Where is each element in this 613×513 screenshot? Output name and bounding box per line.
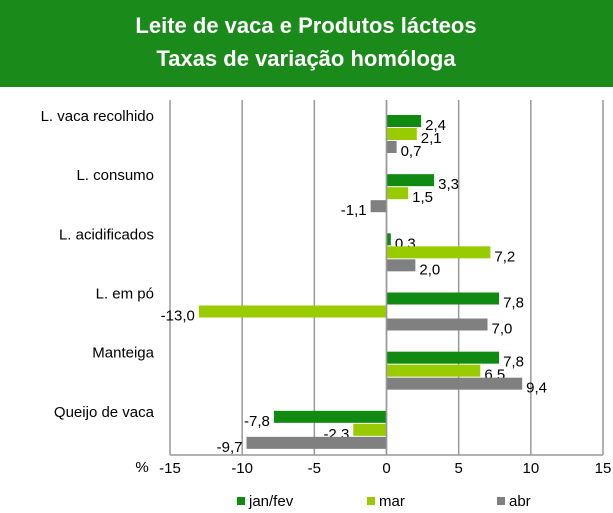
legend-label: abr [509,493,531,510]
bar [386,174,435,187]
legend-label: jan/fev [248,493,294,510]
x-axis-label: % [135,459,148,476]
bar [386,259,416,272]
bar [386,187,409,200]
legend-swatch [367,497,375,505]
category-label: L. consumo [76,167,154,184]
bar [386,233,391,246]
value-label: -9,7 [217,439,243,456]
x-tick-label: -10 [231,460,253,477]
bar [386,128,417,140]
legend-label: mar [379,493,405,510]
bar [386,246,491,259]
value-label: 2,0 [419,261,440,278]
bar [370,200,387,213]
bar [353,423,387,436]
category-label: Manteiga [92,345,154,362]
bar [386,364,481,377]
category-label: Queijo de vaca [54,404,155,421]
value-label: 7,8 [503,354,524,371]
value-label: 7,2 [494,248,515,265]
value-label: -13,0 [161,307,195,324]
value-label: 9,4 [526,380,547,397]
bar [246,436,387,449]
value-label: 7,8 [503,294,524,311]
bar [386,318,488,331]
bar [386,115,422,127]
x-tick-label: 5 [454,460,462,477]
value-label: 2,4 [425,117,446,134]
chart-title: Leite de vaca e Produtos lácteos [135,13,476,38]
category-label: L. em pó [96,285,154,302]
x-tick-label: 0 [382,460,390,477]
bar [386,141,397,153]
bar [386,351,500,364]
category-label: L. acidificados [59,226,154,243]
value-label: 0,7 [401,143,422,160]
x-tick-label: -5 [308,460,321,477]
bar [198,305,387,318]
chart-subtitle: Taxas de variação homóloga [156,46,456,71]
value-label: 3,3 [438,176,459,193]
category-label: L. vaca recolhido [41,108,154,125]
x-tick-label: -15 [159,460,181,477]
value-label: 1,5 [412,189,433,206]
value-label: 7,0 [492,320,513,337]
legend-swatch [497,497,505,505]
x-tick-label: 15 [595,460,612,477]
bar [386,292,500,305]
value-label: -1,1 [341,202,367,219]
legend-swatch [237,497,245,505]
x-tick-label: 10 [522,460,539,477]
bar [273,410,387,423]
value-label: 2,1 [421,130,442,147]
value-label: -7,8 [244,413,270,430]
title-banner [0,0,613,87]
bar [386,377,523,390]
